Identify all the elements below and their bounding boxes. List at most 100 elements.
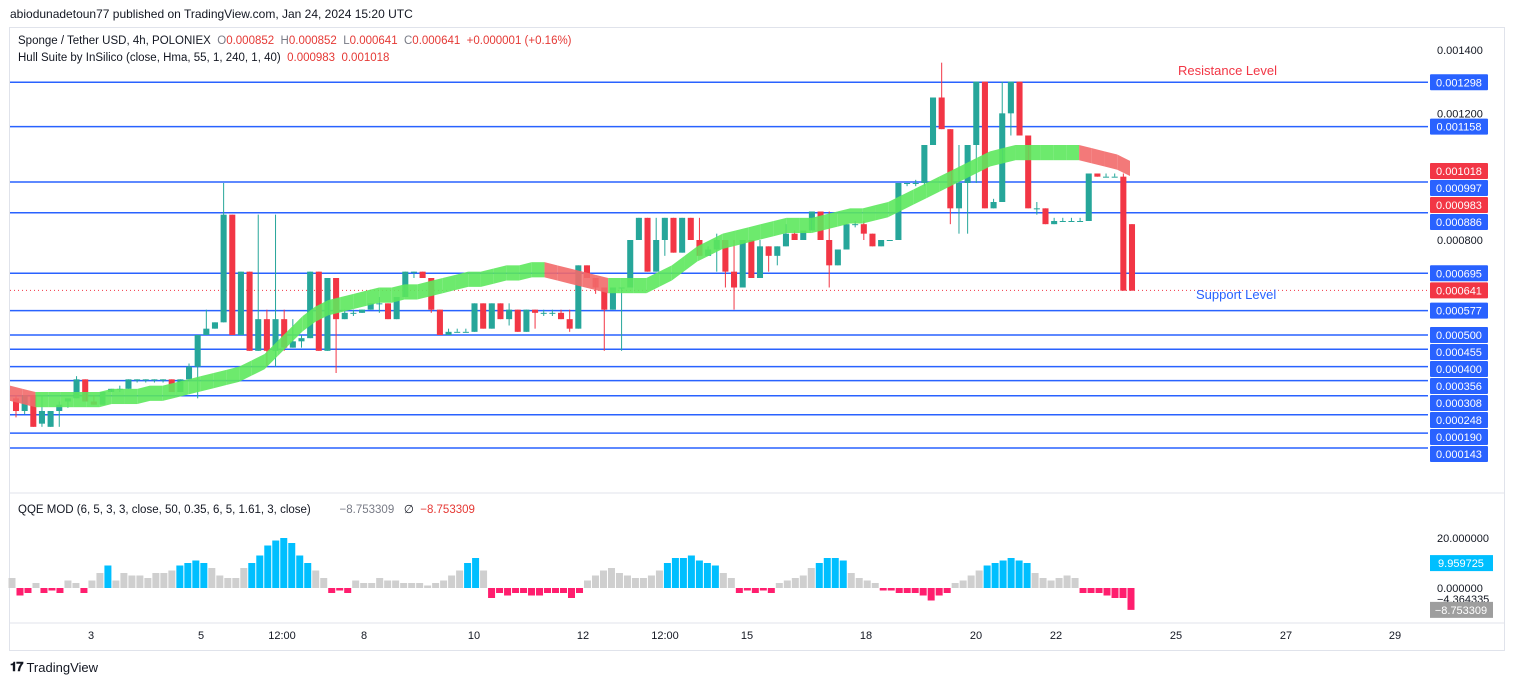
qqe-bar: [496, 588, 504, 593]
qqe-legend[interactable]: QQE MOD (6, 5, 3, 3, close, 50, 0.35, 6,…: [18, 502, 475, 516]
qqe-bar: [703, 563, 711, 588]
hull-segment: [73, 392, 87, 408]
qqe-bar: [128, 575, 136, 588]
hull-segment: [900, 189, 914, 211]
qqe-bar: [488, 588, 496, 598]
hull-segment: [468, 271, 481, 287]
hull-segment: [124, 388, 138, 405]
hull-segment: [239, 360, 252, 382]
hull-segment: [1002, 145, 1016, 164]
price-label: 0.000695: [1436, 268, 1482, 280]
hull-segment: [697, 240, 710, 262]
price-label: 0.000400: [1436, 364, 1482, 376]
qqe-bar: [791, 578, 799, 588]
candle-body: [912, 183, 919, 184]
qqe-bar: [544, 588, 552, 593]
price-label-box: [1430, 327, 1488, 343]
candle-body: [739, 240, 746, 288]
candle-body: [852, 224, 859, 226]
qqe-bar: [512, 588, 520, 593]
candle-body: [211, 322, 219, 329]
qqe-bar: [1023, 563, 1031, 588]
hull-segment: [633, 278, 647, 294]
hull-segment: [786, 217, 800, 234]
price-label: 0.000248: [1436, 415, 1482, 427]
time-tick: 29: [1389, 630, 1401, 642]
qqe-bar: [935, 588, 943, 596]
candle-body: [523, 309, 530, 332]
hull-segment: [417, 281, 430, 300]
qqe-bar: [575, 588, 583, 593]
candle-body: [843, 224, 850, 250]
tradingview-brand[interactable]: 𝟏𝟕 TradingView: [10, 659, 98, 675]
price-label: 0.001298: [1436, 77, 1482, 89]
candle-body: [1120, 176, 1127, 291]
qqe-bar: [807, 568, 815, 588]
hull-segment: [290, 316, 303, 344]
qqe-bar: [256, 555, 264, 588]
hull-segment: [570, 268, 583, 287]
candle-body: [454, 331, 461, 333]
candle-body: [341, 312, 348, 320]
candle-body: [246, 271, 253, 351]
candle-body: [575, 265, 582, 329]
candle-body: [1068, 221, 1075, 222]
qqe-bar: [1039, 578, 1047, 588]
qqe-bar: [687, 555, 695, 588]
hull-segment: [1028, 145, 1041, 161]
time-tick: 25: [1170, 630, 1182, 642]
price-label-box: [1430, 196, 1488, 213]
hull-segment: [162, 382, 176, 401]
price-tick: 0.000800: [1437, 235, 1483, 247]
candle-body: [679, 217, 686, 253]
hull-segment: [455, 271, 469, 291]
qqe-bar: [248, 563, 256, 588]
candle-body: [886, 240, 893, 241]
hull-segment: [175, 379, 189, 398]
hull-segment: [506, 265, 520, 281]
qqe-bar: [751, 588, 759, 593]
qqe-bar: [112, 580, 120, 588]
time-tick: 18: [860, 630, 872, 642]
hull-segment: [1079, 145, 1092, 164]
qqe-bar: [775, 583, 783, 588]
candle-body: [627, 240, 634, 288]
price-label-box: [1430, 118, 1488, 135]
hull-legend[interactable]: Hull Suite by InSilico (close, Hma, 55, …: [18, 52, 389, 64]
time-tick: 5: [198, 630, 204, 642]
time-tick: 27: [1280, 630, 1292, 642]
qqe-bar: [583, 580, 591, 588]
qqe-tick: 9.959725: [1438, 558, 1484, 570]
candle-body: [194, 335, 201, 367]
candle-body: [826, 240, 833, 266]
hull-segment: [251, 354, 265, 376]
time-tick: 8: [361, 630, 367, 642]
price-label-box: [1430, 412, 1488, 428]
candle-body: [359, 309, 366, 313]
qqe-label-box: [1430, 555, 1493, 572]
qqe-bar: [967, 575, 975, 588]
hull-segment: [595, 274, 609, 294]
qqe-bar: [663, 563, 671, 588]
hull-segment: [366, 287, 380, 306]
qqe-bar: [72, 583, 80, 588]
qqe-bar: [176, 565, 184, 588]
qqe-bar: [120, 573, 128, 588]
candle-body: [566, 319, 573, 329]
candle-body: [765, 246, 772, 256]
qqe-indicator-name: QQE MOD (6, 5, 3, 3, close, 50, 0.35, 6,…: [18, 504, 311, 516]
time-tick: 22: [1050, 630, 1062, 642]
resistance-label: Resistance Level: [1178, 63, 1277, 78]
candle-body: [220, 214, 227, 323]
qqe-bar: [440, 580, 448, 588]
time-tick: 12:00: [651, 630, 679, 642]
qqe-bar: [871, 583, 879, 588]
candle-body: [1051, 221, 1058, 225]
candle-body: [436, 309, 443, 335]
hull-segment: [99, 388, 112, 408]
candle-body: [791, 233, 798, 240]
qqe-bar: [80, 588, 88, 593]
qqe-bar: [504, 588, 512, 596]
qqe-bar: [1007, 558, 1015, 588]
